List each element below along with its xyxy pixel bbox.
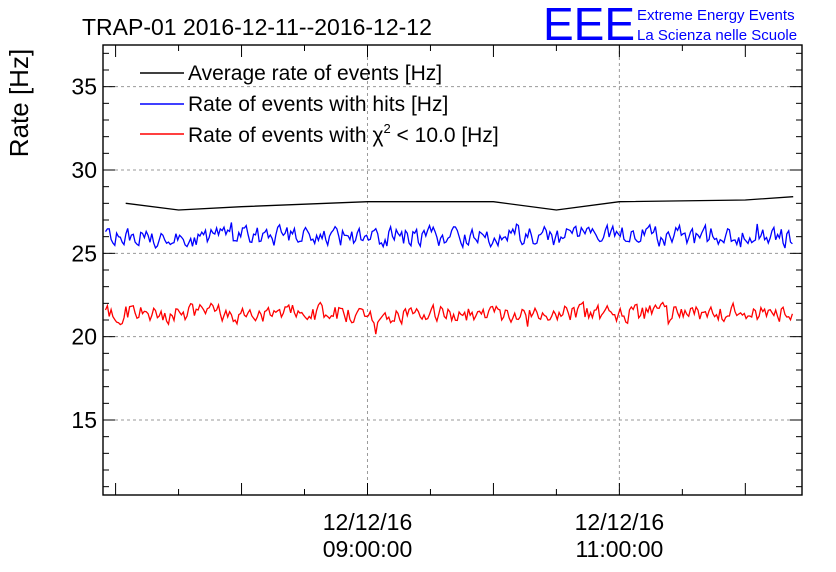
legend-chi2-symbol: χ	[372, 124, 383, 147]
legend-chi2-prefix: Rate of events with	[188, 124, 372, 147]
legend-label-average: Average rate of events [Hz]	[188, 62, 442, 85]
legend-label-chi2: Rate of events with χ2 < 10.0 [Hz]	[188, 121, 499, 147]
y-tick-label-35: 35	[71, 74, 97, 100]
logo-line-1: Extreme Energy Events	[637, 7, 795, 24]
y-tick-label-25: 25	[71, 240, 97, 266]
series-layer	[104, 196, 794, 335]
x-tick-label-time-1: 11:00:00	[575, 536, 663, 562]
series-line-2	[104, 300, 794, 335]
y-tick-label-30: 30	[71, 157, 97, 183]
legend-chi2-suffix: < 10.0 [Hz]	[391, 124, 499, 147]
eee-logo-mark: EEE	[543, 0, 635, 50]
grid-lines	[103, 45, 802, 495]
eee-logo: EEE Extreme Energy Events La Scienza nel…	[543, 0, 797, 50]
logo-line-2: La Scienza nelle Scuole	[637, 27, 797, 44]
legend-label-hits: Rate of events with hits [Hz]	[188, 93, 448, 116]
y-tick-label-15: 15	[71, 407, 97, 433]
chart-title: TRAP-01 2016-12-11--2016-12-12	[82, 14, 432, 40]
series-line-1	[104, 222, 793, 250]
tick-labels: 152025303512/12/1609:00:0012/12/1611:00:…	[71, 74, 664, 562]
y-axis-label: Rate [Hz]	[4, 49, 34, 157]
x-tick-label-date-0: 12/12/16	[323, 509, 413, 535]
legend-chi2-sup: 2	[383, 121, 390, 136]
legend: Average rate of events [Hz] Rate of even…	[140, 62, 499, 147]
x-tick-label-time-0: 09:00:00	[323, 536, 413, 562]
series-line-0	[125, 196, 794, 211]
y-tick-label-20: 20	[71, 324, 97, 350]
x-tick-label-date-1: 12/12/16	[575, 509, 665, 535]
axes	[102, 44, 803, 496]
